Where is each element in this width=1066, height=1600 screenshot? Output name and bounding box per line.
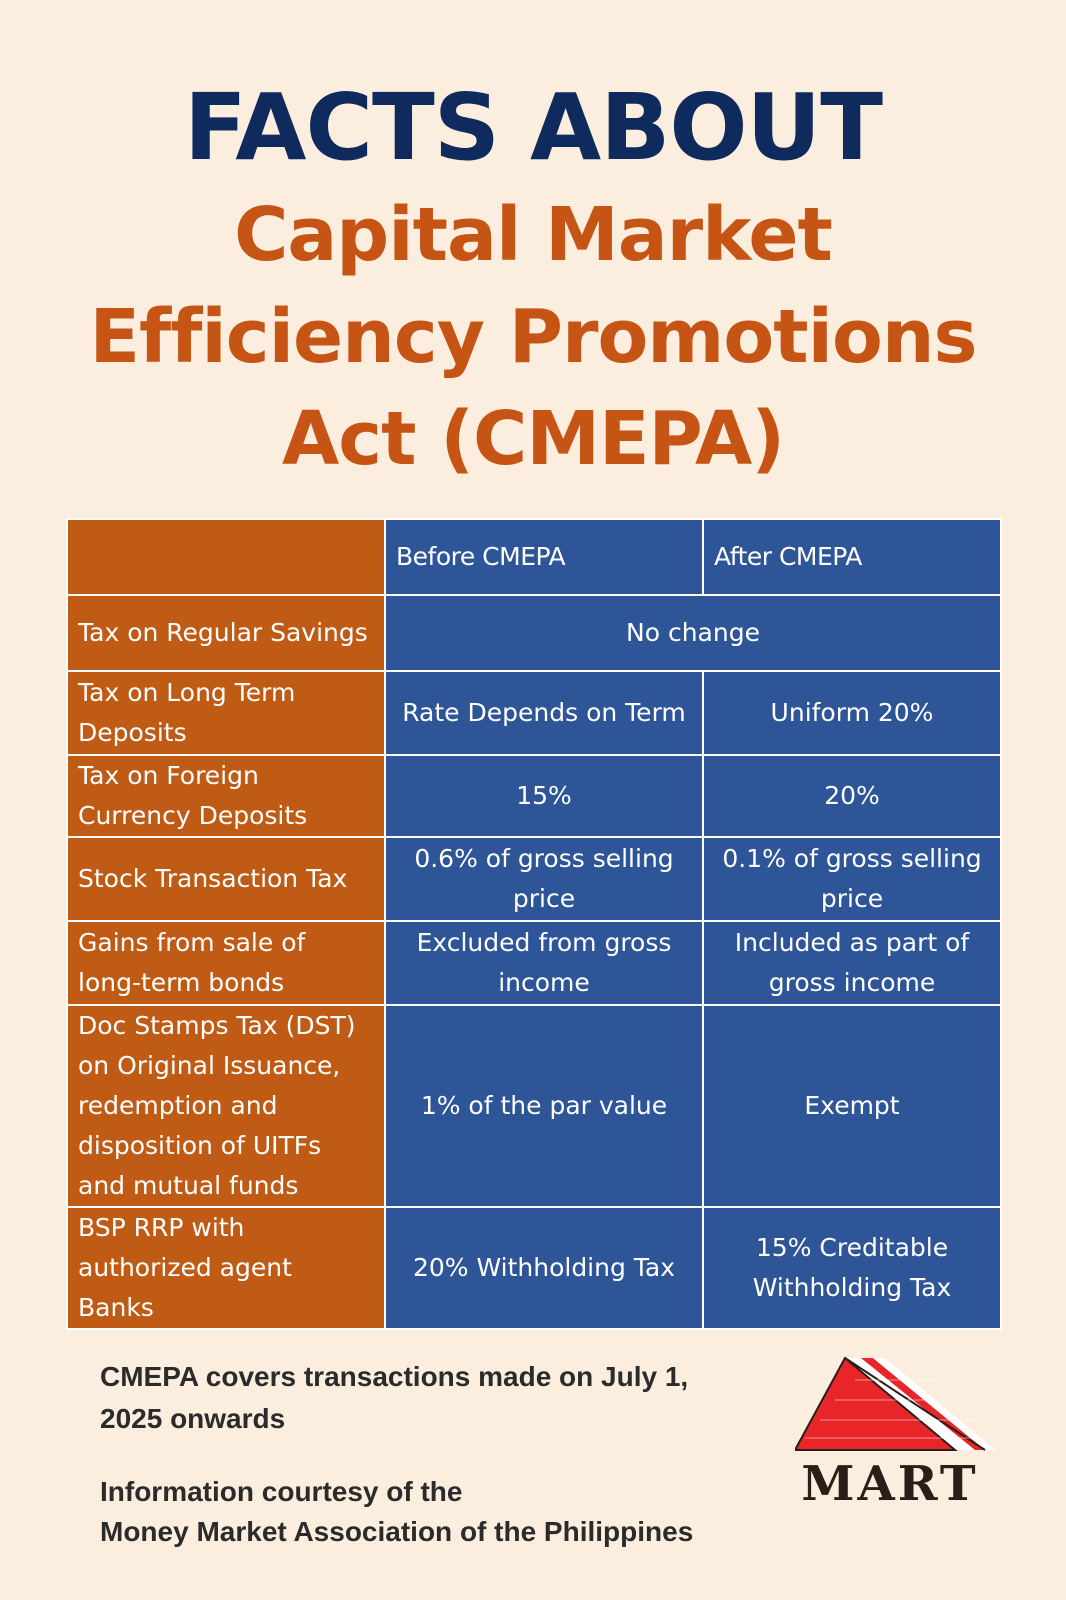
row-label: Stock Transaction Tax [66,836,386,922]
row-before: 1% of the par value [384,1004,704,1208]
credit-note: Information courtesy of the Money Market… [100,1472,800,1552]
header-before: Before CMEPA [384,518,704,596]
row-after: Uniform 20% [702,670,1002,756]
row-before: Rate Depends on Term [384,670,704,756]
row-before: 20% Withholding Tax [384,1206,704,1330]
table-row: Tax on Long Term Deposits Rate Depends o… [66,670,1002,756]
table-row: BSP RRP with authorized agent Banks 20% … [66,1206,1002,1330]
pyramid-shape [795,1356,995,1451]
row-before: Excluded from gross income [384,920,704,1006]
row-label: Gains from sale of long-term bonds [66,920,386,1006]
header-empty-cell [66,518,386,596]
title-act-name: Capital Market Efficiency Promotions Act… [0,184,1066,490]
row-after: Included as part of gross income [702,920,1002,1006]
row-after: Exempt [702,1004,1002,1208]
row-before: 0.6% of gross selling price [384,836,704,922]
table-row: Stock Transaction Tax 0.6% of gross sell… [66,836,1002,922]
table-row: Tax on Foreign Currency Deposits 15% 20% [66,754,1002,838]
table-row: Tax on Regular Savings No change [66,594,1002,672]
row-label: Tax on Regular Savings [66,594,386,672]
title-line-4: Act (CMEPA) [281,396,785,482]
row-label: BSP RRP with authorized agent Banks [66,1206,386,1330]
row-after: 0.1% of gross selling price [702,836,1002,922]
comparison-table: Before CMEPA After CMEPA Tax on Regular … [66,518,1002,1330]
row-label: Tax on Foreign Currency Deposits [66,754,386,838]
header-after: After CMEPA [702,518,1002,596]
row-before: 15% [384,754,704,838]
table-header-row: Before CMEPA After CMEPA [66,518,1002,596]
credit-line-2: Money Market Association of the Philippi… [100,1516,694,1547]
title-line-2: Capital Market [234,192,833,278]
logo-text: MART [801,1456,979,1512]
coverage-note: CMEPA covers transactions made on July 1… [100,1361,689,1434]
table-row: Gains from sale of long-term bonds Exclu… [66,920,1002,1006]
credit-line-1: Information courtesy of the [100,1476,463,1507]
title-line-3: Efficiency Promotions [89,294,977,380]
row-after: 15% Creditable Withholding Tax [702,1206,1002,1330]
row-after: 20% [702,754,1002,838]
row-value-merged: No change [384,594,1002,672]
row-label: Tax on Long Term Deposits [66,670,386,756]
title-facts-about: FACTS ABOUT [183,74,883,181]
row-label: Doc Stamps Tax (DST) on Original Issuanc… [66,1004,386,1208]
mart-pyramid-logo-icon [795,1356,995,1451]
table-row: Doc Stamps Tax (DST) on Original Issuanc… [66,1004,1002,1208]
